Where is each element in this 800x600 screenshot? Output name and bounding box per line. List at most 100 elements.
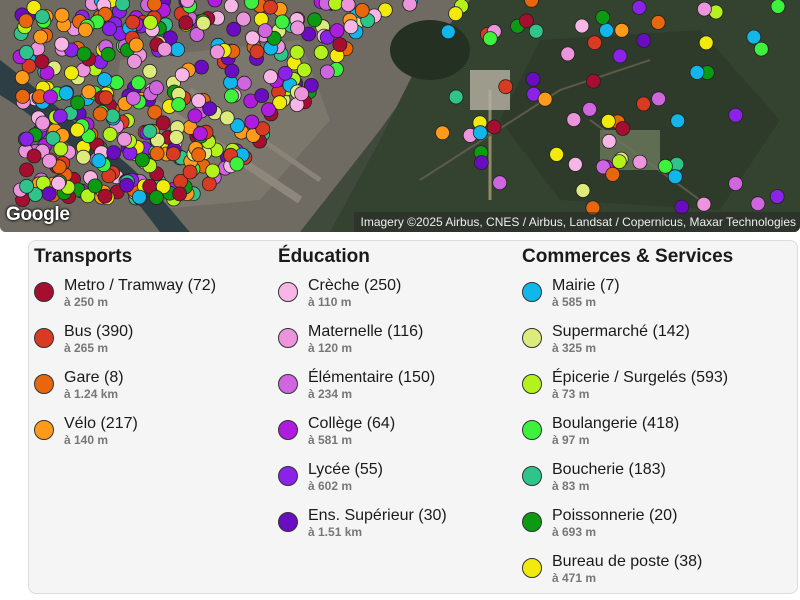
poi-marker[interactable] [236,11,251,27]
poi-marker[interactable] [155,115,171,131]
poi-marker[interactable] [313,45,329,60]
legend-item[interactable]: Épicerie / Surgelés (593) à 73 m [522,369,733,415]
poi-marker[interactable] [612,48,628,64]
poi-marker[interactable] [582,101,597,117]
poi-marker[interactable] [147,0,162,12]
poi-marker[interactable] [105,108,120,124]
poi-marker[interactable] [78,22,93,38]
poi-marker[interactable] [148,190,164,205]
poi-marker[interactable] [332,37,348,52]
poi-marker[interactable] [435,125,450,141]
poi-marker[interactable] [402,0,418,12]
poi-marker[interactable] [209,44,225,60]
poi-marker[interactable] [697,1,712,17]
poi-marker[interactable] [728,176,743,192]
poi-marker[interactable] [328,0,343,11]
poi-marker[interactable] [180,0,195,8]
poi-marker[interactable] [636,33,652,48]
poi-marker[interactable] [636,96,651,112]
poi-marker[interactable] [615,121,631,136]
poi-marker[interactable] [486,119,502,135]
legend-item[interactable]: Maternelle (116) à 120 m [278,323,423,369]
poi-marker[interactable] [182,164,198,180]
poi-marker[interactable] [70,122,85,138]
poi-marker[interactable] [58,85,74,101]
poi-marker[interactable] [54,7,70,23]
poi-marker[interactable] [770,0,786,14]
poi-marker[interactable] [307,12,323,28]
legend-item[interactable]: Bus (390) à 265 m [34,323,133,369]
poi-marker[interactable] [51,175,66,191]
poi-marker[interactable] [519,13,534,29]
poi-marker[interactable] [81,84,97,100]
poi-marker[interactable] [263,69,279,85]
poi-marker[interactable] [172,186,188,202]
legend-item[interactable]: Poissonnerie (20) à 693 m [522,507,733,553]
poi-marker[interactable] [142,63,158,79]
poi-marker[interactable] [100,46,116,62]
legend-item[interactable]: Metro / Tramway (72) à 250 m [34,277,216,323]
poi-marker[interactable] [667,169,683,185]
poi-marker[interactable] [224,88,239,104]
poi-marker[interactable] [125,90,141,106]
poi-marker[interactable] [223,0,239,14]
poi-marker[interactable] [33,29,48,45]
poi-marker[interactable] [126,54,142,69]
poi-marker[interactable] [473,155,489,170]
poi-marker[interactable] [170,42,186,57]
legend-item[interactable]: Gare (8) à 1.24 km [34,369,132,415]
poi-marker[interactable] [728,107,744,123]
poi-marker[interactable] [632,154,648,170]
poi-marker[interactable] [165,146,181,162]
poi-marker[interactable] [498,79,514,95]
poi-marker[interactable] [142,123,158,139]
poi-marker[interactable] [18,13,34,29]
poi-marker[interactable] [102,126,118,142]
poi-marker[interactable] [102,21,117,37]
poi-marker[interactable] [658,158,673,174]
poi-marker[interactable] [194,59,209,75]
poi-marker[interactable] [19,45,34,60]
poi-marker[interactable] [207,0,223,8]
poi-marker[interactable] [343,19,359,35]
legend-item[interactable]: Collège (64) à 581 m [278,415,395,461]
poi-marker[interactable] [157,41,173,57]
poi-marker[interactable] [70,95,86,111]
legend-item[interactable]: Ens. Supérieur (30) à 1.51 km [278,507,447,553]
poi-marker[interactable] [746,29,762,45]
poi-marker[interactable] [168,129,184,145]
poi-marker[interactable] [91,153,107,169]
poi-marker[interactable] [244,0,259,10]
poi-marker[interactable] [440,24,456,40]
poi-marker[interactable] [41,186,57,202]
poi-marker[interactable] [117,131,132,147]
poi-marker[interactable] [296,62,312,78]
poi-marker[interactable] [294,86,310,102]
poi-marker[interactable] [482,31,498,46]
poi-marker[interactable] [147,104,163,120]
poi-marker[interactable] [134,152,150,168]
poi-marker[interactable] [80,188,96,204]
poi-marker[interactable] [272,95,288,111]
poi-marker[interactable] [219,110,235,126]
poi-marker[interactable] [753,41,769,57]
poi-marker[interactable] [98,90,114,106]
poi-marker[interactable] [568,156,583,172]
poi-marker[interactable] [128,37,144,53]
poi-marker[interactable] [303,78,319,93]
poi-marker[interactable] [263,0,278,15]
poi-marker[interactable] [171,97,187,112]
poi-marker[interactable] [586,73,601,89]
poi-marker[interactable] [191,147,207,163]
poi-marker[interactable] [574,18,590,34]
poi-marker[interactable] [257,23,273,39]
map-poi-markers[interactable] [12,0,786,216]
poi-marker[interactable] [143,14,158,30]
poi-marker[interactable] [595,9,611,25]
poi-marker[interactable] [448,6,464,22]
poi-marker[interactable] [224,63,240,79]
poi-marker[interactable] [245,30,260,46]
poi-marker[interactable] [549,146,564,162]
poi-marker[interactable] [34,54,50,69]
legend-item[interactable]: Bureau de poste (38) à 471 m [522,553,733,599]
